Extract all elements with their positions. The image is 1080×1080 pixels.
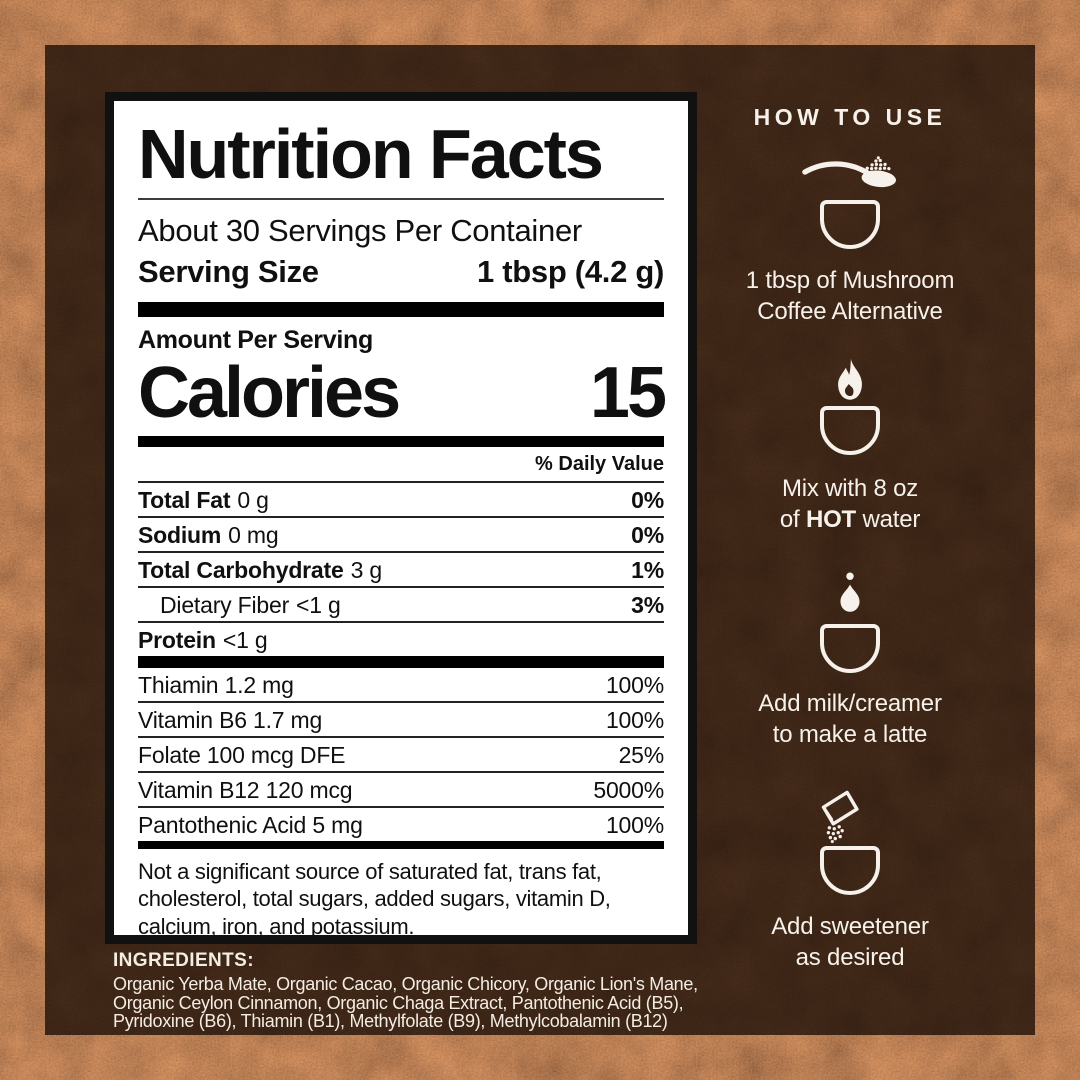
how-to-use-step-2: Mix with 8 oz of HOT water — [735, 358, 965, 535]
calories-label: Calories — [138, 353, 401, 433]
ingredients-heading: INGREDIENTS: — [113, 950, 254, 971]
nutrient-row-dietary-fiber: Dietary Fiber <1 g 3% — [138, 588, 664, 623]
vitamin-row-b6: Vitamin B6 1.7 mg 100% — [138, 703, 664, 738]
amount-per-serving: Amount Per Serving — [138, 326, 373, 354]
nutrient-name: Sodium — [138, 522, 222, 548]
nutrient-row-protein: Protein <1 g — [138, 623, 664, 656]
vitamin-dv: 100% — [605, 672, 664, 698]
nutrient-amount: 0 g — [237, 487, 269, 513]
droplet-icon — [840, 572, 860, 612]
vitamin-name: Vitamin B6 1.7 mg — [138, 707, 323, 733]
nutrient-name: Dietary Fiber — [160, 592, 290, 618]
not-significant-source-footnote: Not a significant source of saturated fa… — [138, 859, 611, 939]
how-to-use-step-1: 1 tbsp of Mushroom Coffee Alternative — [735, 156, 965, 327]
vitamin-name: Folate 100 mcg DFE — [138, 742, 346, 768]
vitamin-name: Pantothenic Acid 5 mg — [138, 812, 363, 838]
vitamin-row-b12: Vitamin B12 120 mcg 5000% — [138, 773, 664, 808]
title-divider — [138, 198, 664, 200]
nutrient-dv: 1% — [631, 557, 664, 583]
serving-size-label: Serving Size — [138, 254, 319, 289]
nutrient-name: Total Fat — [138, 487, 231, 513]
vitamin-name: Thiamin 1.2 mg — [138, 672, 294, 698]
cup-icon — [820, 406, 880, 455]
cup-icon — [820, 200, 880, 249]
nutrient-dv: 3% — [631, 592, 664, 618]
ingredients-list: Organic Yerba Mate, Organic Cacao, Organ… — [113, 974, 698, 1032]
vitamin-name: Vitamin B12 120 mcg — [138, 777, 353, 803]
how-to-use-title: HOW TO USE — [753, 104, 947, 130]
vitamin-dv: 100% — [605, 707, 664, 733]
how-to-use-section: HOW TO USE 1 tbsp of Mushroom Coffee Alt… — [735, 0, 965, 1080]
daily-value-header: % Daily Value — [138, 447, 664, 483]
protein-divider — [138, 656, 664, 668]
servings-per-container: About 30 Servings Per Container — [138, 213, 582, 248]
nutrient-name: Total Carbohydrate — [138, 557, 344, 583]
thick-divider — [138, 302, 664, 317]
serving-size-row: Serving Size 1 tbsp (4.2 g) — [138, 254, 664, 290]
vitamins-divider — [138, 841, 664, 849]
vitamin-dv: 100% — [605, 812, 664, 838]
nutrient-amount: 0 mg — [228, 522, 279, 548]
nutrient-name: Protein — [138, 627, 216, 653]
vitamin-dv: 5000% — [593, 777, 664, 803]
sweetener-packet-icon — [821, 790, 859, 844]
serving-size-value: 1 tbsp (4.2 g) — [477, 254, 664, 289]
cup-icon — [820, 846, 880, 895]
nutrition-facts-title: Nutrition Facts — [138, 115, 604, 193]
nutrient-row-sodium: Sodium 0 mg 0% — [138, 518, 664, 553]
nutrient-dv: 0% — [631, 522, 664, 548]
step-caption: Add sweetener as desired — [771, 913, 929, 972]
calories-value: 15 — [589, 353, 667, 433]
vitamin-row-pantothenic-acid: Pantothenic Acid 5 mg 100% — [138, 808, 664, 841]
nutrient-amount: 3 g — [350, 557, 383, 583]
step-caption: 1 tbsp of Mushroom Coffee Alternative — [745, 267, 955, 326]
flame-icon — [838, 358, 862, 400]
nutrient-amount: <1 g — [296, 592, 341, 618]
ingredients-section: INGREDIENTS: Organic Yerba Mate, Organic… — [113, 950, 698, 1031]
cup-icon — [820, 624, 880, 673]
nutrient-dv: 0% — [631, 487, 664, 513]
vitamin-row-folate: Folate 100 mcg DFE 25% — [138, 738, 664, 773]
calories-divider — [138, 436, 664, 447]
nutrient-row-total-fat: Total Fat 0 g 0% — [138, 483, 664, 518]
step-caption: Add milk/creamer to make a latte — [758, 690, 942, 749]
vitamin-row-thiamin: Thiamin 1.2 mg 100% — [138, 668, 664, 703]
vitamin-dv: 25% — [618, 742, 665, 768]
nutrition-facts-label: Nutrition Facts About 30 Servings Per Co… — [105, 92, 697, 944]
how-to-use-step-4: Add sweetener as desired — [735, 786, 965, 973]
calories-row: Calories 15 — [138, 353, 667, 433]
spoon-icon — [802, 156, 897, 188]
how-to-use-step-3: Add milk/creamer to make a latte — [735, 570, 965, 750]
nutrient-amount: <1 g — [222, 627, 268, 653]
nutrient-row-total-carbohydrate: Total Carbohydrate 3 g 1% — [138, 553, 664, 588]
step-caption: Mix with 8 oz of HOT water — [779, 475, 921, 534]
